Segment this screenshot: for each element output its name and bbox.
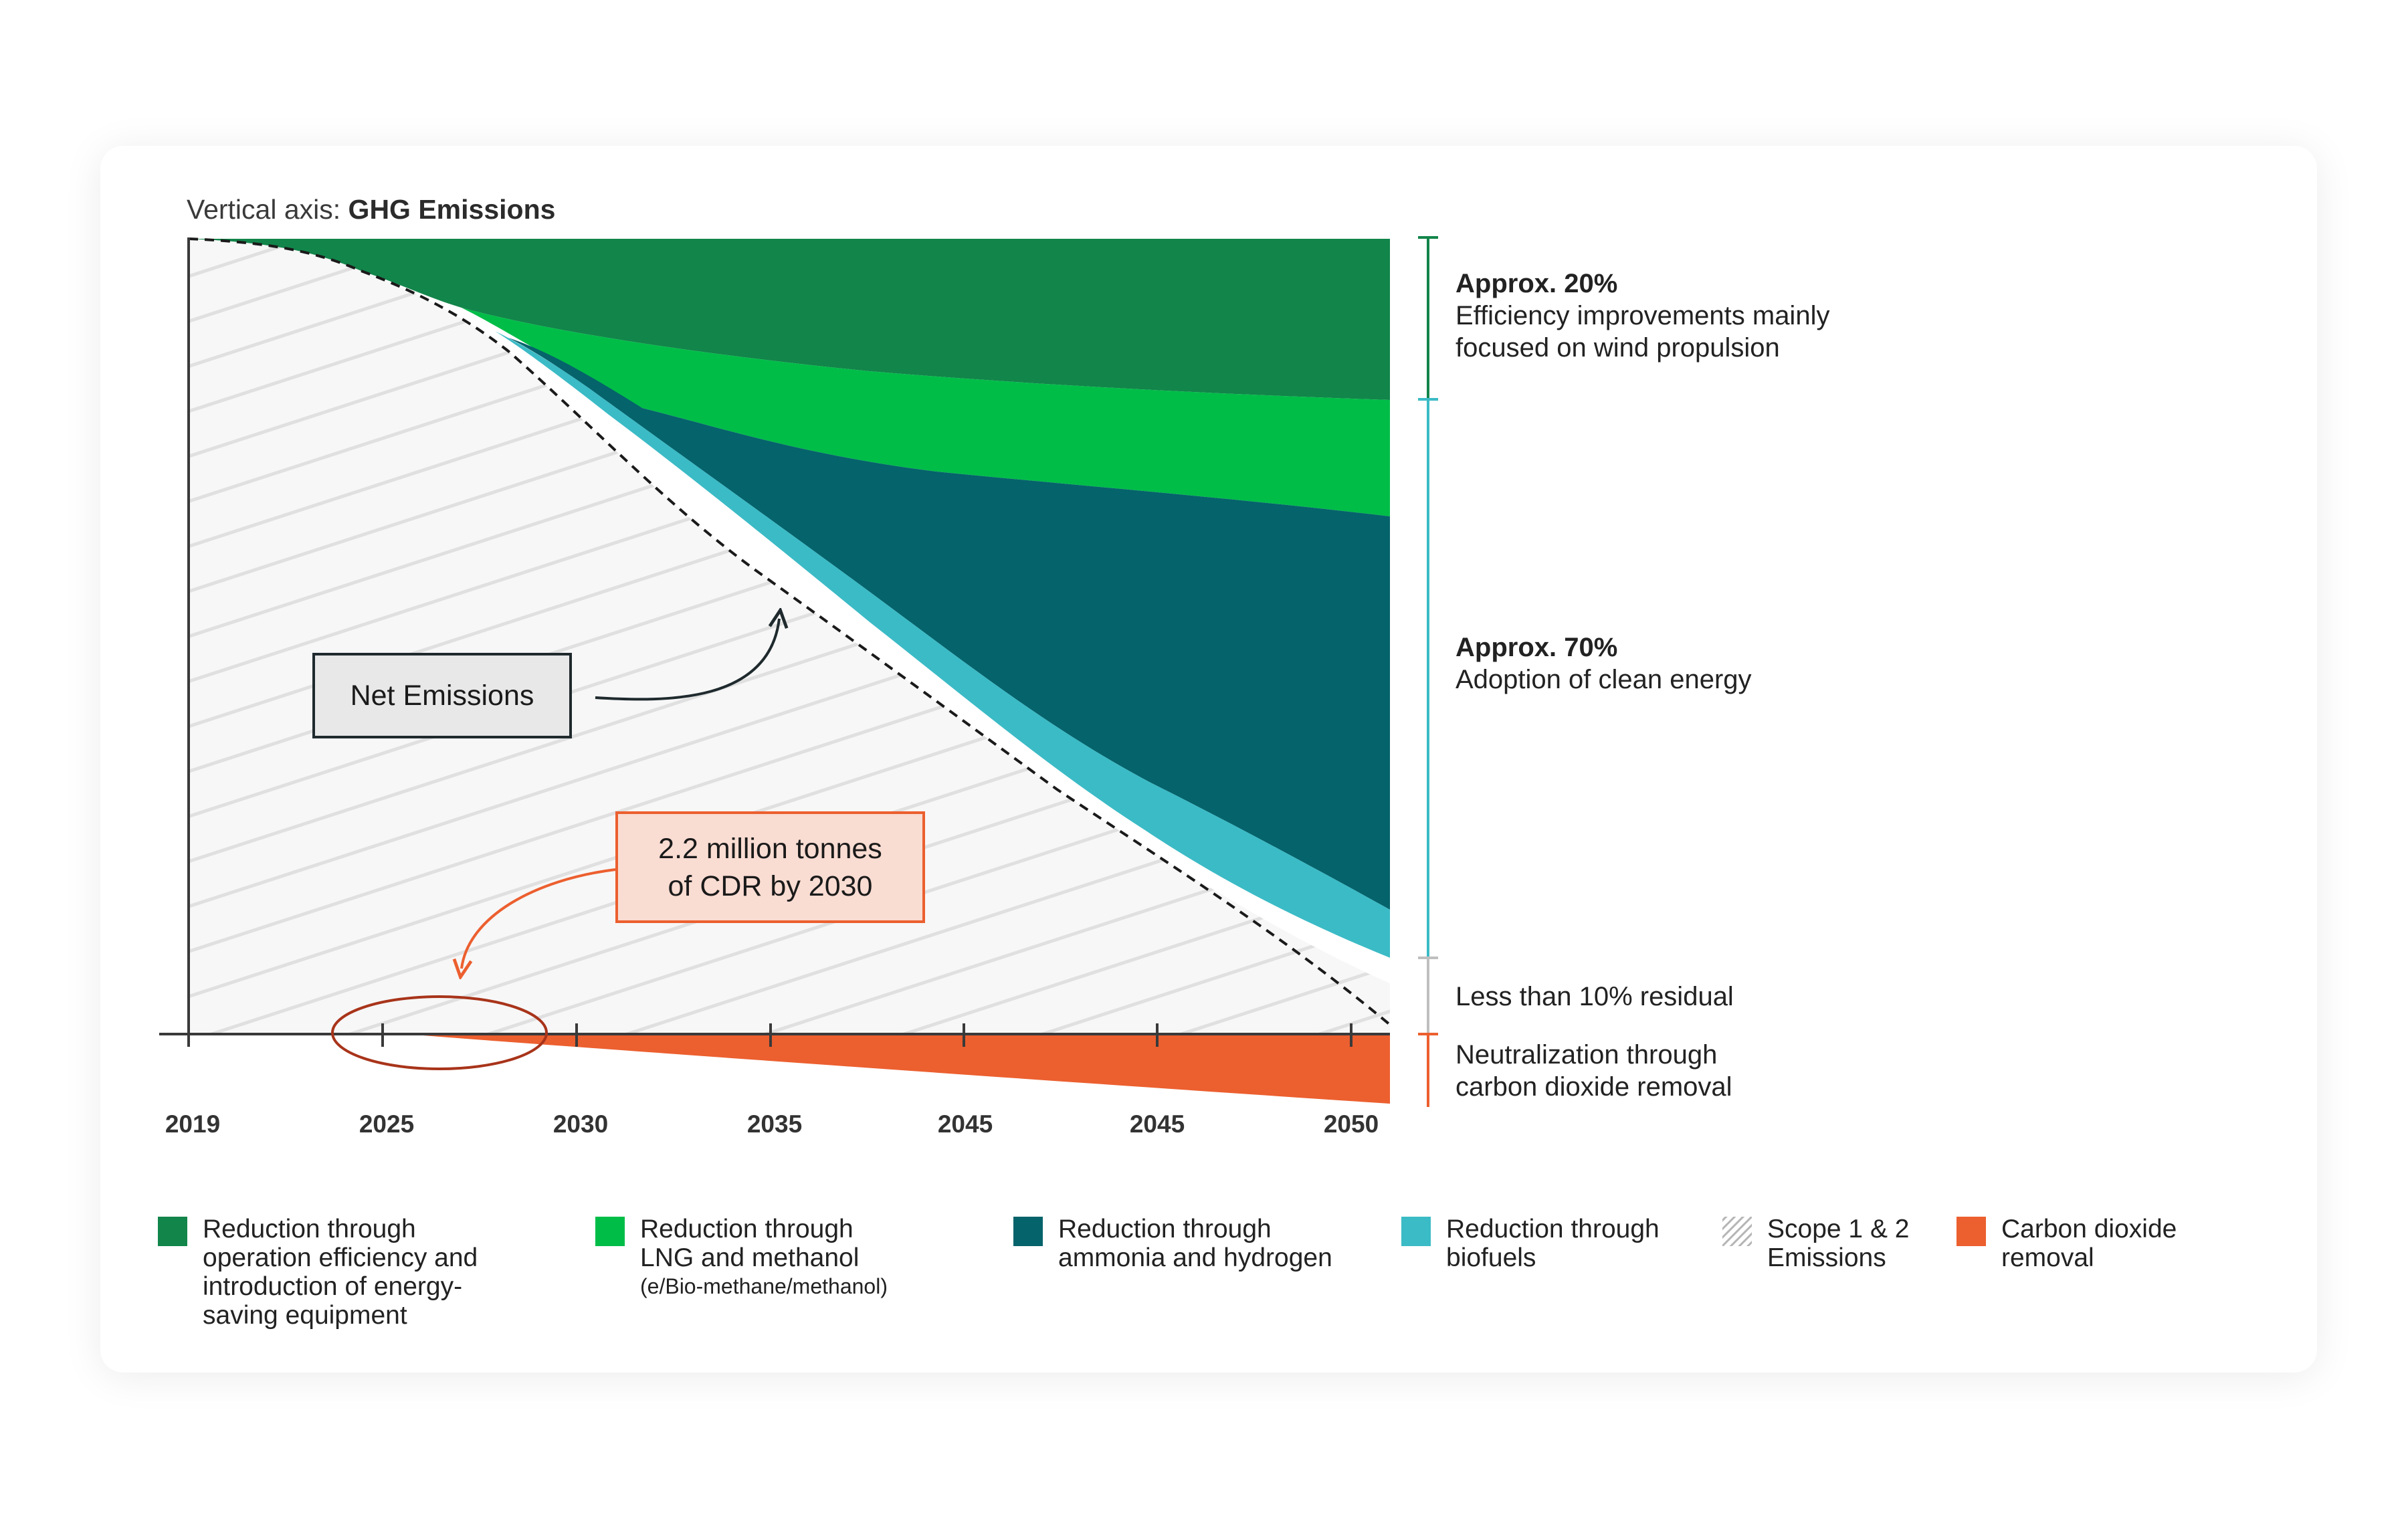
annotation-clean-energy: Approx. 70% Adoption of clean energy bbox=[1456, 633, 1752, 694]
net-emissions-callout: Net Emissions bbox=[312, 653, 572, 738]
legend-label: Reduction through biofuels bbox=[1446, 1215, 1660, 1272]
legend-label: Reduction through ammonia and hydrogen bbox=[1058, 1215, 1332, 1272]
area-biofuels bbox=[495, 331, 1390, 958]
vertical-axis-title: Vertical axis: GHG Emissions bbox=[187, 194, 556, 225]
legend-swatch bbox=[1401, 1217, 1431, 1246]
annotation-efficiency: Approx. 20% Efficiency improvements main… bbox=[1456, 269, 1830, 363]
legend-label: Scope 1 & 2 Emissions bbox=[1767, 1215, 1910, 1272]
legend-swatch bbox=[1013, 1217, 1043, 1246]
legend-label: Carbon dioxide removal bbox=[2001, 1215, 2177, 1272]
cdr-2030-highlight bbox=[331, 995, 548, 1070]
annotation-neutralization: Neutralization through carbon dioxide re… bbox=[1456, 1040, 1732, 1102]
area-carbon-dioxide-removal bbox=[405, 1034, 1390, 1104]
legend-label: Reduction through LNG and methanol (e/Bio-… bbox=[640, 1215, 888, 1298]
area-lng-methanol bbox=[462, 308, 1390, 516]
x-tick-label: 2019 bbox=[165, 1110, 221, 1138]
legend-swatch bbox=[158, 1217, 187, 1246]
net-emissions-arrow bbox=[595, 619, 779, 701]
x-tick-label: 2050 bbox=[1323, 1110, 1379, 1138]
legend-label: Reduction through operation efficiency an… bbox=[203, 1215, 478, 1330]
x-tick-label: 2045 bbox=[937, 1110, 993, 1138]
area-scope12-emissions bbox=[189, 239, 1390, 1034]
x-tick-label: 2035 bbox=[746, 1110, 803, 1138]
cdr-arrow bbox=[462, 868, 616, 969]
x-tick-label: 2045 bbox=[1129, 1110, 1185, 1138]
x-tick-label: 2025 bbox=[359, 1110, 415, 1138]
annotation-residual: Less than 10% residual bbox=[1456, 982, 1734, 1011]
x-tick-label: 2030 bbox=[553, 1110, 609, 1138]
net-emissions-line bbox=[188, 237, 1391, 1026]
area-efficiency bbox=[189, 239, 1390, 400]
cdr-callout: 2.2 million tonnes of CDR by 2030 bbox=[615, 811, 925, 923]
legend-swatch bbox=[1722, 1217, 1752, 1246]
legend-swatch bbox=[1956, 1217, 1986, 1246]
area-ammonia-hydrogen bbox=[508, 338, 1390, 910]
legend-swatch bbox=[595, 1217, 625, 1246]
